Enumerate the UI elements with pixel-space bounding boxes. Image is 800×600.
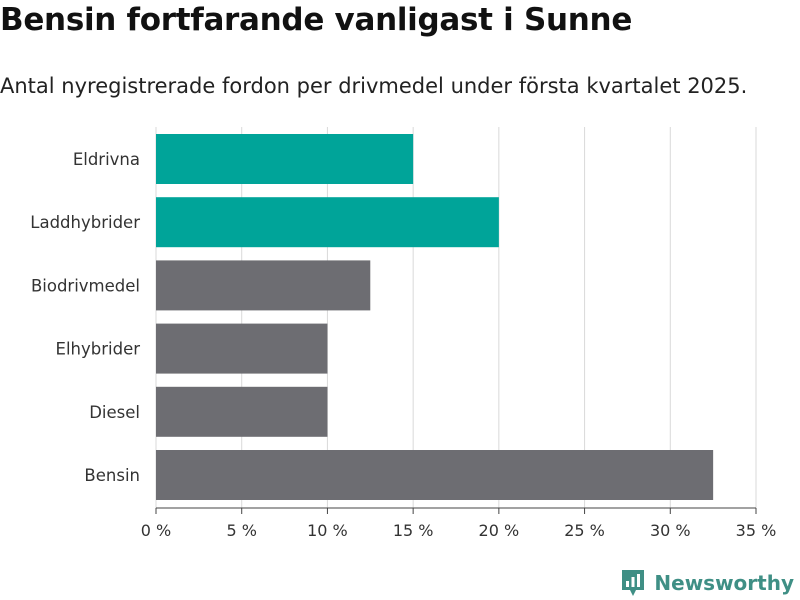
bar-diesel: [156, 386, 328, 437]
x-tick-label: 15 %: [393, 521, 434, 540]
newsworthy-logo-icon: [622, 570, 645, 596]
bar-laddhybrider: [156, 197, 499, 248]
x-tick-label: 25 %: [564, 521, 605, 540]
category-label: Diesel: [89, 403, 140, 422]
category-label: Biodrivmedel: [31, 276, 140, 295]
chart-title: Bensin fortfarande vanligast i Sunne: [0, 2, 633, 38]
newsworthy-brand: Newsworthy: [620, 568, 794, 598]
bar-bensin: [156, 450, 714, 500]
x-tick-label: 30 %: [650, 521, 691, 540]
x-tick-label: 0 %: [141, 521, 171, 540]
bar-biodrivmedel: [156, 260, 371, 311]
category-label: Laddhybrider: [30, 213, 140, 232]
bar-eldrivna: [156, 134, 414, 184]
x-tick-label: 5 %: [226, 521, 256, 540]
category-label: Eldrivna: [73, 150, 140, 169]
x-tick-label: 35 %: [736, 521, 777, 540]
brand-name: Newsworthy: [654, 571, 794, 595]
category-label: Elhybrider: [56, 340, 141, 359]
x-tick-label: 20 %: [479, 521, 520, 540]
x-tick-label: 10 %: [307, 521, 348, 540]
chart-subtitle: Antal nyregistrerade fordon per drivmede…: [0, 74, 748, 98]
bar-elhybrider: [156, 323, 328, 374]
category-label: Bensin: [84, 466, 140, 485]
